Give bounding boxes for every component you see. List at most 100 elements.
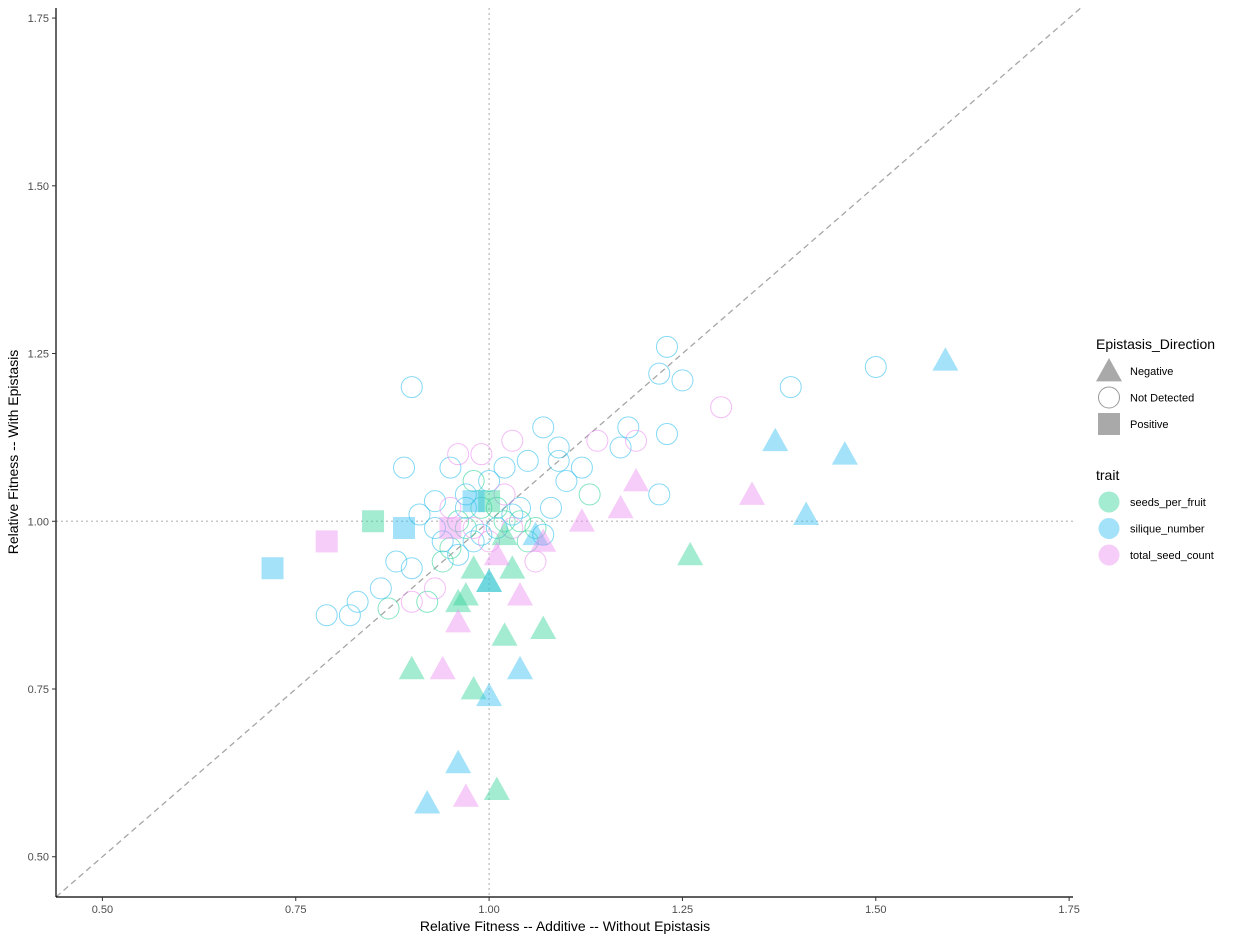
color-legend-label: seeds_per_fruit: [1130, 497, 1206, 509]
y-tick-label: 1.75: [28, 13, 49, 25]
point-negative: [677, 541, 704, 566]
point-not-detected: [423, 577, 446, 600]
x-tick-label: 1.00: [478, 904, 499, 916]
point-negative: [398, 655, 425, 680]
point-positive: [261, 557, 284, 580]
legend-color-swatch: [1098, 518, 1120, 539]
point-not-detected: [385, 550, 408, 573]
point-not-detected: [509, 510, 532, 533]
point-not-detected: [671, 369, 694, 392]
point-not-detected: [779, 376, 802, 399]
point-not-detected: [338, 604, 361, 627]
point-not-detected: [516, 449, 539, 472]
point-not-detected: [547, 449, 570, 472]
shape-legend-entries: Negative Not Detected Positive: [1096, 358, 1194, 435]
point-not-detected: [501, 516, 524, 539]
point-not-detected: [346, 590, 369, 613]
point-not-detected: [485, 496, 508, 519]
point-negative: [932, 347, 959, 371]
point-not-detected: [524, 516, 547, 539]
point-not-detected: [648, 483, 671, 506]
color-legend-title: trait: [1096, 467, 1119, 483]
point-not-detected: [501, 503, 524, 526]
point-negative: [491, 521, 518, 546]
point-not-detected: [439, 537, 462, 560]
point-negative: [530, 615, 557, 640]
point-not-detected: [439, 496, 462, 519]
point-negative: [460, 676, 487, 700]
y-tick-label: 1.50: [28, 181, 49, 193]
point-positive: [439, 516, 462, 539]
y-tick-label: 0.75: [28, 684, 49, 696]
point-negative: [445, 588, 472, 613]
point-not-detected: [454, 496, 477, 519]
color-legend-label: total_seed_count: [1130, 550, 1214, 562]
point-not-detected: [377, 597, 400, 620]
point-not-detected: [423, 516, 446, 539]
point-negative: [623, 468, 650, 492]
point-not-detected: [532, 416, 555, 439]
point-not-detected: [447, 510, 470, 533]
point-negative: [483, 776, 510, 801]
point-positive: [362, 510, 385, 533]
point-not-detected: [547, 436, 570, 459]
point-not-detected: [493, 483, 516, 506]
x-tick-label: 1.25: [672, 904, 693, 916]
legend-square-icon: [1098, 413, 1120, 435]
point-negative: [445, 749, 472, 774]
point-not-detected: [648, 362, 671, 385]
point-not-detected: [369, 577, 392, 600]
point-not-detected: [470, 523, 493, 546]
y-tick-label: 0.50: [28, 852, 49, 864]
point-not-detected: [462, 516, 485, 539]
point-not-detected: [447, 543, 470, 566]
point-negative: [530, 528, 557, 552]
color-legend-entries: seeds_per_fruit silique_number total_seed_…: [1098, 491, 1214, 566]
point-not-detected: [470, 443, 493, 466]
point-not-detected: [524, 550, 547, 573]
legend-triangle-icon: [1096, 358, 1122, 382]
point-not-detected: [315, 604, 338, 627]
point-not-detected: [586, 429, 609, 452]
point-not-detected: [509, 496, 532, 519]
x-tick-label: 0.50: [92, 904, 113, 916]
point-negative: [793, 501, 820, 525]
point-not-detected: [516, 530, 539, 553]
point-not-detected: [470, 496, 493, 519]
point-not-detected: [609, 436, 632, 459]
point-not-detected: [625, 429, 648, 452]
point-not-detected: [578, 483, 601, 506]
point-not-detected: [864, 355, 887, 378]
shape-legend-label: Not Detected: [1130, 393, 1194, 405]
legend-circle-icon: [1098, 386, 1120, 409]
point-not-detected: [447, 443, 470, 466]
point-negative: [522, 521, 549, 546]
point-not-detected: [570, 456, 593, 479]
point-negative: [429, 655, 456, 680]
point-not-detected: [493, 456, 516, 479]
point-not-detected: [408, 503, 431, 526]
diagonal-reference-line: [55, 7, 1082, 898]
point-negative: [507, 655, 534, 680]
legend-color-swatch: [1098, 491, 1120, 513]
point-positive: [478, 490, 501, 513]
point-not-detected: [655, 423, 678, 446]
point-not-detected: [539, 496, 562, 519]
x-tick-label: 1.50: [865, 904, 886, 916]
reference-lines: [55, 7, 1082, 898]
point-not-detected: [439, 456, 462, 479]
x-tick-label: 1.75: [1058, 904, 1079, 916]
shape-legend-title: Epistasis_Direction: [1096, 336, 1215, 352]
point-negative: [483, 541, 510, 566]
point-negative: [491, 622, 518, 646]
point-negative: [831, 441, 858, 465]
point-not-detected: [478, 530, 501, 553]
point-not-detected: [617, 416, 640, 439]
point-not-detected: [478, 470, 501, 493]
point-not-detected: [400, 590, 423, 613]
point-negative: [499, 555, 526, 579]
data-points: [261, 335, 959, 814]
point-positive: [393, 516, 416, 539]
point-not-detected: [416, 590, 439, 613]
